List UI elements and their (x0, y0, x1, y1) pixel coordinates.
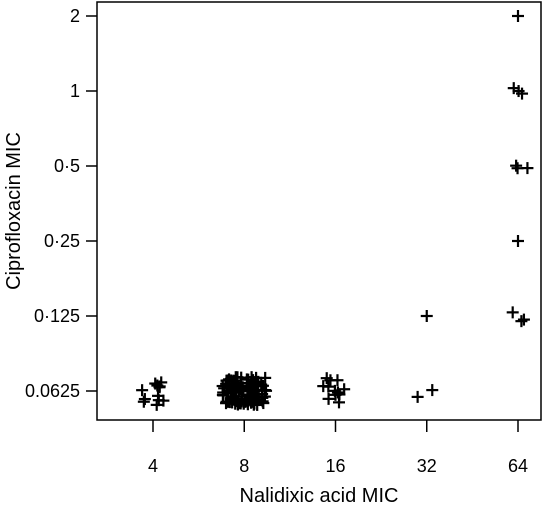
data-point (322, 392, 335, 405)
data-point (223, 373, 236, 386)
x-axis: 4 8 16 32 64 (148, 420, 528, 476)
data-point (506, 306, 519, 319)
data-point (242, 388, 255, 401)
data-point (153, 381, 166, 394)
y-tick-label: 0·5 (54, 156, 80, 176)
data-point (157, 394, 170, 407)
plot-frame (96, 1, 542, 421)
y-axis-title: Ciprofloxacin MIC (3, 132, 25, 290)
data-point (333, 388, 346, 401)
data-point (230, 395, 243, 408)
data-point (516, 87, 529, 100)
data-point (512, 235, 524, 247)
data-point (240, 373, 253, 386)
y-tick-label: 0·25 (44, 231, 80, 251)
data-point (512, 10, 524, 22)
data-point (420, 310, 433, 322)
x-axis-title: Nalidixic acid MIC (240, 485, 399, 507)
data-point (517, 313, 530, 326)
data-point (426, 384, 439, 397)
data-point (252, 394, 265, 407)
x-tick-label: 16 (325, 456, 345, 476)
y-tick-label: 0.0625 (25, 381, 80, 401)
x-tick-label: 64 (508, 456, 528, 476)
data-point (510, 159, 523, 172)
y-tick-label: 1 (70, 81, 80, 101)
data-point (507, 82, 520, 95)
y-tick-label: 2 (70, 6, 80, 26)
x-tick-label: 8 (239, 456, 249, 476)
data-point (515, 315, 528, 328)
data-points (136, 10, 534, 411)
x-tick-label: 32 (417, 456, 437, 476)
data-point (317, 380, 330, 393)
data-point (217, 389, 230, 402)
data-point (324, 374, 337, 387)
data-point (249, 377, 262, 390)
data-point (138, 393, 151, 406)
y-axis: 0.0625 0·125 0·25 0·5 1 2 (25, 6, 97, 401)
y-tick-label: 0·125 (34, 306, 80, 326)
data-point (331, 386, 344, 399)
data-point (256, 379, 269, 392)
data-point (411, 390, 424, 403)
data-point (234, 381, 247, 394)
x-tick-label: 4 (148, 456, 158, 476)
data-point (259, 371, 272, 384)
data-point (511, 162, 524, 175)
data-point (136, 384, 149, 397)
